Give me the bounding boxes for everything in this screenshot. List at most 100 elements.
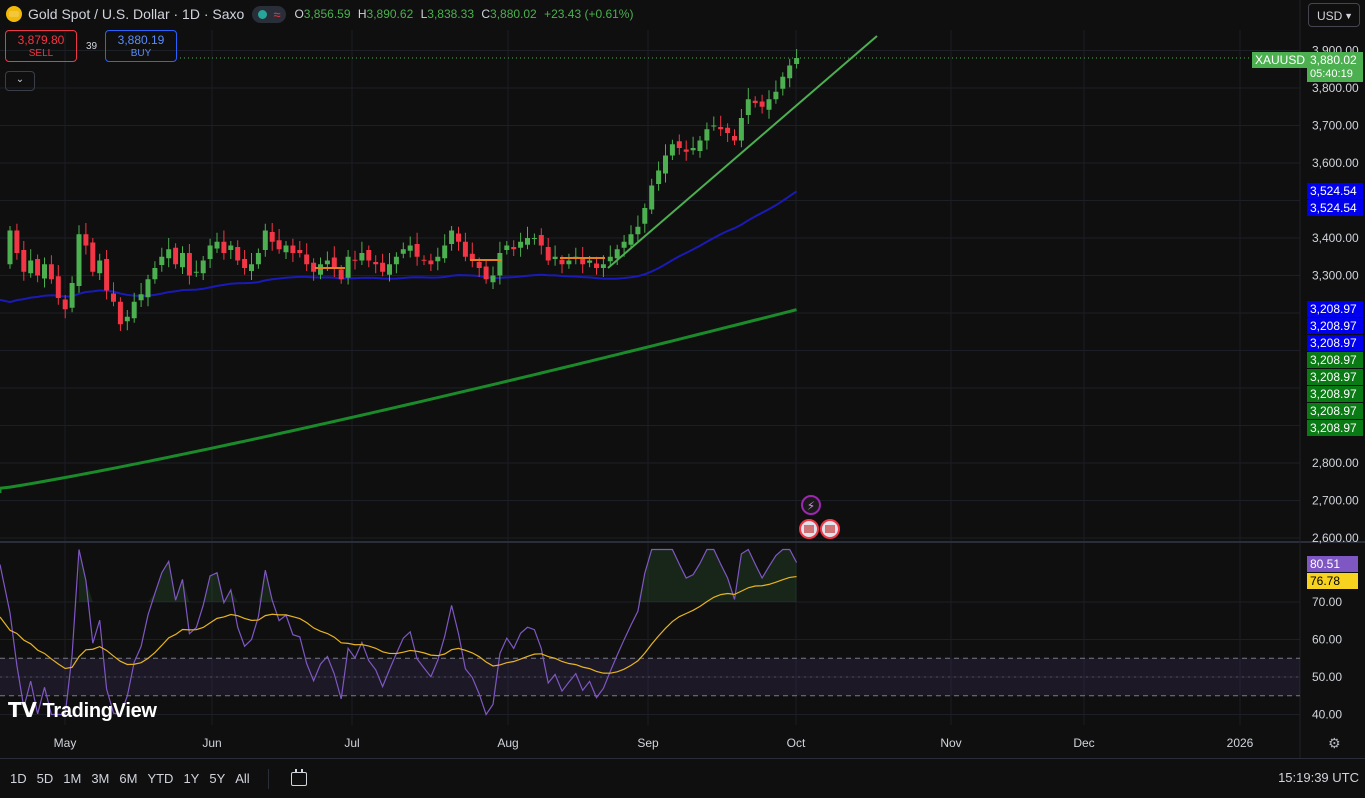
range-5d[interactable]: 5D (36, 771, 54, 786)
range-5y[interactable]: 5Y (209, 771, 226, 786)
rsi-tick-label: 60.00 (1312, 633, 1342, 647)
rsi-overbought-fill (79, 549, 797, 602)
tv-logo-icon: 𝗧𝗩 (8, 700, 37, 722)
ma-tag: 3,208.97 (1307, 301, 1363, 317)
gear-icon[interactable]: ⚙ (1328, 735, 1341, 751)
candle (635, 226, 641, 235)
candle (338, 269, 344, 280)
candle (42, 264, 47, 279)
candle (559, 259, 565, 265)
candle (456, 233, 461, 242)
range-ytd[interactable]: YTD (147, 771, 174, 786)
time-tick-label: Nov (940, 736, 961, 750)
range-all[interactable]: All (235, 771, 250, 786)
candle (152, 268, 158, 280)
candle (697, 140, 703, 151)
candle (462, 241, 468, 257)
time-tick-label: 2026 (1227, 736, 1254, 750)
candle (345, 256, 351, 278)
candle (97, 260, 103, 274)
price-tick-label: 3,600.00 (1312, 156, 1359, 170)
range-1m[interactable]: 1M (63, 771, 82, 786)
time-tick-label: Jun (202, 736, 221, 750)
candle (531, 238, 537, 239)
range-6m[interactable]: 6M (119, 771, 138, 786)
candle (600, 264, 606, 268)
candle (787, 65, 793, 79)
candle (428, 260, 434, 265)
candle (131, 301, 137, 319)
candle (290, 245, 296, 253)
candle (173, 247, 179, 265)
candle (718, 127, 724, 130)
ma-tag: 3,208.97 (1307, 352, 1363, 368)
candle (90, 242, 96, 272)
candle (683, 149, 689, 152)
divider (267, 768, 269, 789)
candle (166, 249, 172, 259)
candle (490, 275, 496, 283)
candle (628, 234, 634, 245)
symbol-title[interactable]: Gold Spot / U.S. Dollar · 1D · Saxo (28, 6, 245, 22)
bottom-toolbar: 1D 5D 1M 3M 6M YTD 1Y 5Y All 15:19:39 UT… (0, 758, 1365, 798)
candle (442, 245, 448, 259)
sell-button[interactable]: 3,879.80 SELL (5, 30, 77, 62)
currency-select[interactable]: USD ▼ (1308, 3, 1360, 27)
rsi-ma-line (0, 575, 797, 674)
rsi-tick-label: 40.00 (1312, 708, 1342, 722)
gold-symbol-icon (6, 6, 22, 22)
candle (255, 253, 261, 265)
event-bolt-icon (801, 495, 821, 515)
candle (297, 250, 303, 253)
rsi-ma-tag: 76.78 (1307, 573, 1358, 589)
candle (14, 230, 20, 253)
candle (352, 259, 358, 261)
candle (221, 241, 227, 253)
candle (242, 259, 248, 268)
candle (656, 170, 662, 184)
last-price-tag: 3,880.02 (1307, 52, 1363, 68)
candle (69, 283, 75, 308)
candle (607, 256, 613, 262)
clock[interactable]: 15:19:39 UTC (1278, 770, 1359, 785)
candle (663, 155, 668, 174)
range-1y[interactable]: 1Y (183, 771, 200, 786)
buy-button[interactable]: 3,880.19 BUY (105, 30, 177, 62)
candle (766, 99, 772, 110)
ma-tag: 3,208.97 (1307, 335, 1363, 351)
tradingview-logo[interactable]: 𝗧𝗩 TradingView (8, 700, 157, 722)
candle (83, 234, 89, 246)
ma-tag: 3,208.97 (1307, 318, 1363, 334)
range-1d[interactable]: 1D (10, 771, 27, 786)
candle (621, 241, 627, 248)
candle (262, 230, 268, 250)
calendar-icon[interactable] (290, 768, 307, 786)
candle (580, 258, 586, 265)
time-tick-label: Jul (344, 736, 359, 750)
candle (111, 293, 116, 302)
candle (738, 118, 744, 141)
candle (614, 249, 620, 259)
candle (269, 232, 275, 242)
candle (745, 99, 751, 115)
time-tick-label: Dec (1073, 736, 1094, 750)
time-tick-label: Aug (497, 736, 518, 750)
range-3m[interactable]: 3M (91, 771, 110, 786)
candle (28, 260, 34, 274)
candle (773, 91, 779, 100)
status-pill[interactable]: ≈ (252, 5, 287, 23)
collapse-legend-button[interactable]: ⌄ (5, 71, 35, 91)
candle (193, 271, 199, 273)
candle (324, 260, 330, 265)
candle (538, 235, 544, 246)
candle (21, 250, 27, 272)
flag-stripes (825, 525, 835, 533)
candle (732, 136, 737, 141)
candle (48, 264, 54, 280)
time-tick-label: May (54, 736, 77, 750)
market-open-icon (258, 9, 268, 19)
price-tick-label: 2,600.00 (1312, 531, 1359, 545)
candle (469, 253, 475, 261)
candle (76, 234, 82, 286)
